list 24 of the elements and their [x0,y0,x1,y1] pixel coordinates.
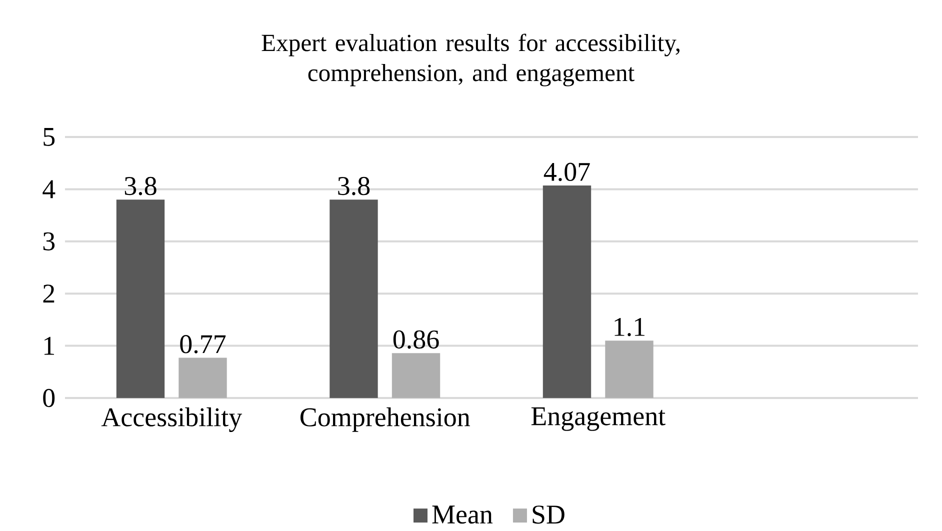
bar [330,200,378,398]
x-tick-label: Engagement [531,407,666,431]
x-tick-label: Comprehension [300,407,470,432]
y-tick-label: 3 [43,232,55,250]
bar [178,358,227,398]
bar [605,340,654,398]
y-tick-label: 0 [43,388,55,408]
data-label: 4.07 [544,162,590,182]
x-tick-label: Accessibility [101,407,242,432]
y-tick-label: 2 [43,284,54,303]
legend-label: Mean [432,506,493,524]
y-tick-label: 5 [44,128,55,146]
data-label: 3.8 [124,176,156,196]
data-label: 3.8 [338,176,370,196]
y-tick-label: 1 [44,336,54,355]
bar [392,353,440,398]
bar [116,200,165,398]
bar [542,186,592,398]
legend-label: SD [532,506,564,524]
chart-title: Expert evaluation results for accessibility, comprehension, and engagement [262,34,680,86]
data-label: 1.1 [614,318,645,336]
data-label: 0.77 [180,335,226,354]
data-label: 0.86 [393,330,439,349]
y-tick-label: 4 [42,180,56,198]
